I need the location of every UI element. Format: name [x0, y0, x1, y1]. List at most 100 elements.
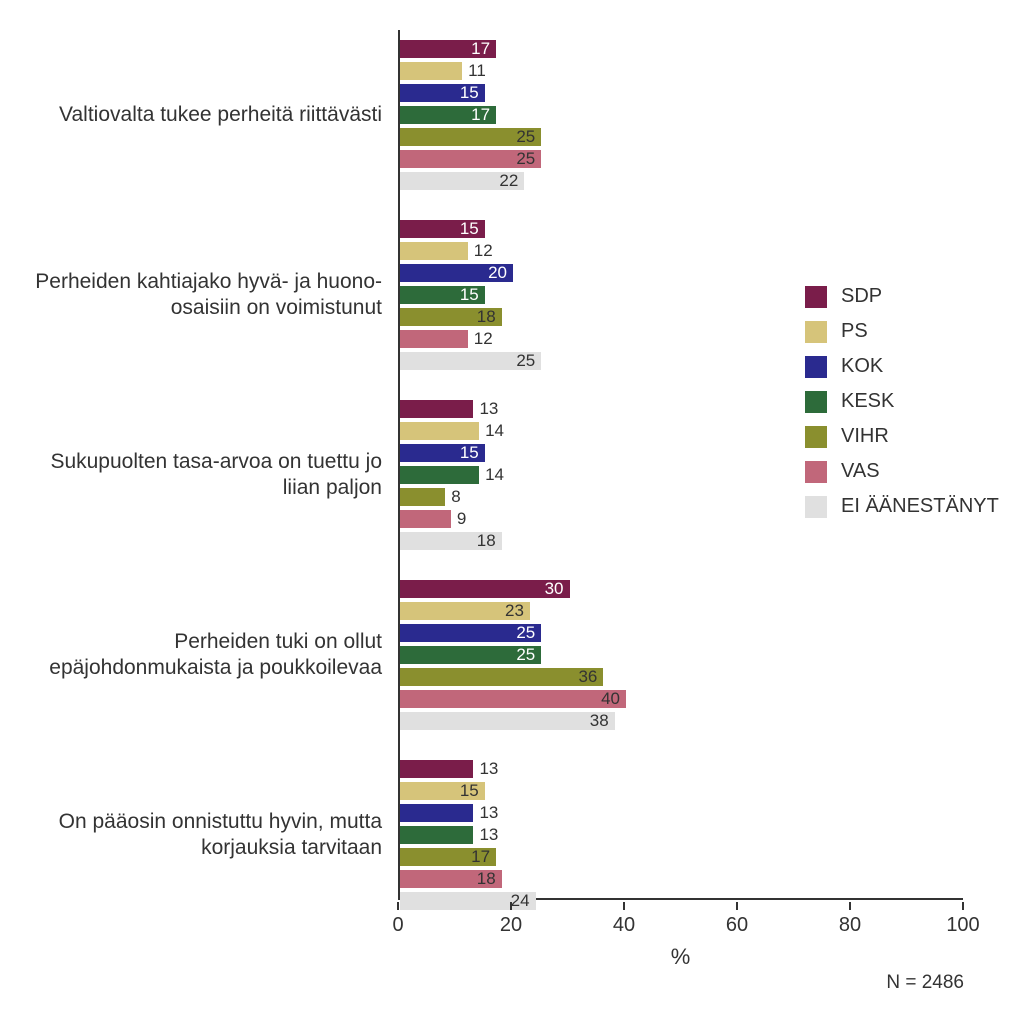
- bar-value-label: 40: [601, 690, 620, 708]
- category-label: Perheiden tuki on ollut epäjohdonmukaist…: [20, 629, 382, 682]
- legend-item: PS: [805, 320, 999, 343]
- bar-value-label: 18: [477, 870, 496, 888]
- bar: 40: [400, 690, 626, 708]
- category-label: Sukupuolten tasa-arvoa on tuettu jo liia…: [20, 449, 382, 502]
- x-tick: [510, 902, 512, 910]
- bar-value-label: 12: [474, 330, 493, 348]
- bar: 14: [400, 422, 479, 440]
- x-tick-label: 20: [500, 914, 522, 937]
- legend-item: VAS: [805, 460, 999, 483]
- bar-value-label: 18: [477, 532, 496, 550]
- sample-size-footnote: N = 2486: [886, 972, 964, 994]
- bar-value-label: 22: [499, 172, 518, 190]
- category-label: Perheiden kahtiajako hyvä- ja huono-osai…: [20, 269, 382, 322]
- legend-item: SDP: [805, 285, 999, 308]
- bar: 36: [400, 668, 603, 686]
- bar-value-label: 15: [460, 444, 479, 462]
- bar: 20: [400, 264, 513, 282]
- bar: 14: [400, 466, 479, 484]
- bar-value-label: 14: [485, 466, 504, 484]
- bar: 22: [400, 172, 524, 190]
- bar-value-label: 20: [488, 264, 507, 282]
- legend-item: KOK: [805, 355, 999, 378]
- legend-swatch: [805, 286, 827, 308]
- bar: 8: [400, 488, 445, 506]
- legend-item: KESK: [805, 390, 999, 413]
- legend-label: KESK: [841, 390, 894, 413]
- bar-value-label: 25: [516, 624, 535, 642]
- legend-label: VIHR: [841, 425, 889, 448]
- bar-value-label: 15: [460, 220, 479, 238]
- bar: 13: [400, 804, 473, 822]
- bar: 18: [400, 870, 502, 888]
- bar-value-label: 15: [460, 286, 479, 304]
- bar: 25: [400, 352, 541, 370]
- legend-swatch: [805, 426, 827, 448]
- bar: 13: [400, 826, 473, 844]
- bar: 15: [400, 444, 485, 462]
- x-axis-title: %: [671, 944, 691, 970]
- legend-item: EI ÄÄNESTÄNYT: [805, 495, 999, 518]
- bar-value-label: 9: [457, 510, 466, 528]
- bar-value-label: 25: [516, 150, 535, 168]
- x-tick-label: 80: [839, 914, 861, 937]
- bar-value-label: 11: [468, 62, 486, 80]
- bar: 15: [400, 286, 485, 304]
- legend-label: PS: [841, 320, 868, 343]
- legend-label: SDP: [841, 285, 882, 308]
- legend-swatch: [805, 356, 827, 378]
- category-label: On pääosin onnistuttu hyvin, mutta korja…: [20, 809, 382, 862]
- bar: 17: [400, 848, 496, 866]
- bar-value-label: 13: [479, 804, 498, 822]
- bar-value-label: 8: [451, 488, 460, 506]
- bar: 17: [400, 106, 496, 124]
- bar: 11: [400, 62, 462, 80]
- legend-swatch: [805, 391, 827, 413]
- bar: 23: [400, 602, 530, 620]
- bar-value-label: 25: [516, 128, 535, 146]
- legend-item: VIHR: [805, 425, 999, 448]
- x-tick-label: 40: [613, 914, 635, 937]
- bar-value-label: 30: [545, 580, 564, 598]
- bar-value-label: 25: [516, 352, 535, 370]
- bar: 30: [400, 580, 570, 598]
- bar-value-label: 17: [471, 40, 490, 58]
- bar: 17: [400, 40, 496, 58]
- legend-swatch: [805, 496, 827, 518]
- bar-value-label: 18: [477, 308, 496, 326]
- legend-label: VAS: [841, 460, 880, 483]
- legend-swatch: [805, 461, 827, 483]
- x-tick: [623, 902, 625, 910]
- bar-value-label: 15: [460, 84, 479, 102]
- bar-value-label: 38: [590, 712, 609, 730]
- bar: 12: [400, 242, 468, 260]
- bar: 18: [400, 308, 502, 326]
- bar-value-label: 13: [479, 760, 498, 778]
- legend: SDP PS KOK KESK VIHR VAS EI ÄÄNESTÄNYT: [805, 285, 999, 530]
- x-tick-label: 100: [946, 914, 979, 937]
- bar: 13: [400, 400, 473, 418]
- bar-value-label: 15: [460, 782, 479, 800]
- x-axis: % 020406080100: [398, 902, 963, 962]
- legend-swatch: [805, 321, 827, 343]
- bar: 25: [400, 646, 541, 664]
- legend-label: KOK: [841, 355, 883, 378]
- bar-value-label: 14: [485, 422, 504, 440]
- bar: 15: [400, 84, 485, 102]
- x-tick: [849, 902, 851, 910]
- bar: 12: [400, 330, 468, 348]
- chart-container: 1711151725252215122015181225131415148918…: [20, 20, 1004, 1004]
- bar: 15: [400, 220, 485, 238]
- bar-value-label: 25: [516, 646, 535, 664]
- x-tick: [962, 902, 964, 910]
- bar-value-label: 23: [505, 602, 524, 620]
- bar: 18: [400, 532, 502, 550]
- bar-value-label: 12: [474, 242, 493, 260]
- x-tick-label: 60: [726, 914, 748, 937]
- bar-value-label: 13: [479, 826, 498, 844]
- category-label: Valtiovalta tukee perheitä riittävästi: [20, 102, 382, 128]
- x-tick: [736, 902, 738, 910]
- bar-value-label: 17: [471, 848, 490, 866]
- x-tick: [397, 902, 399, 910]
- bar-value-label: 17: [471, 106, 490, 124]
